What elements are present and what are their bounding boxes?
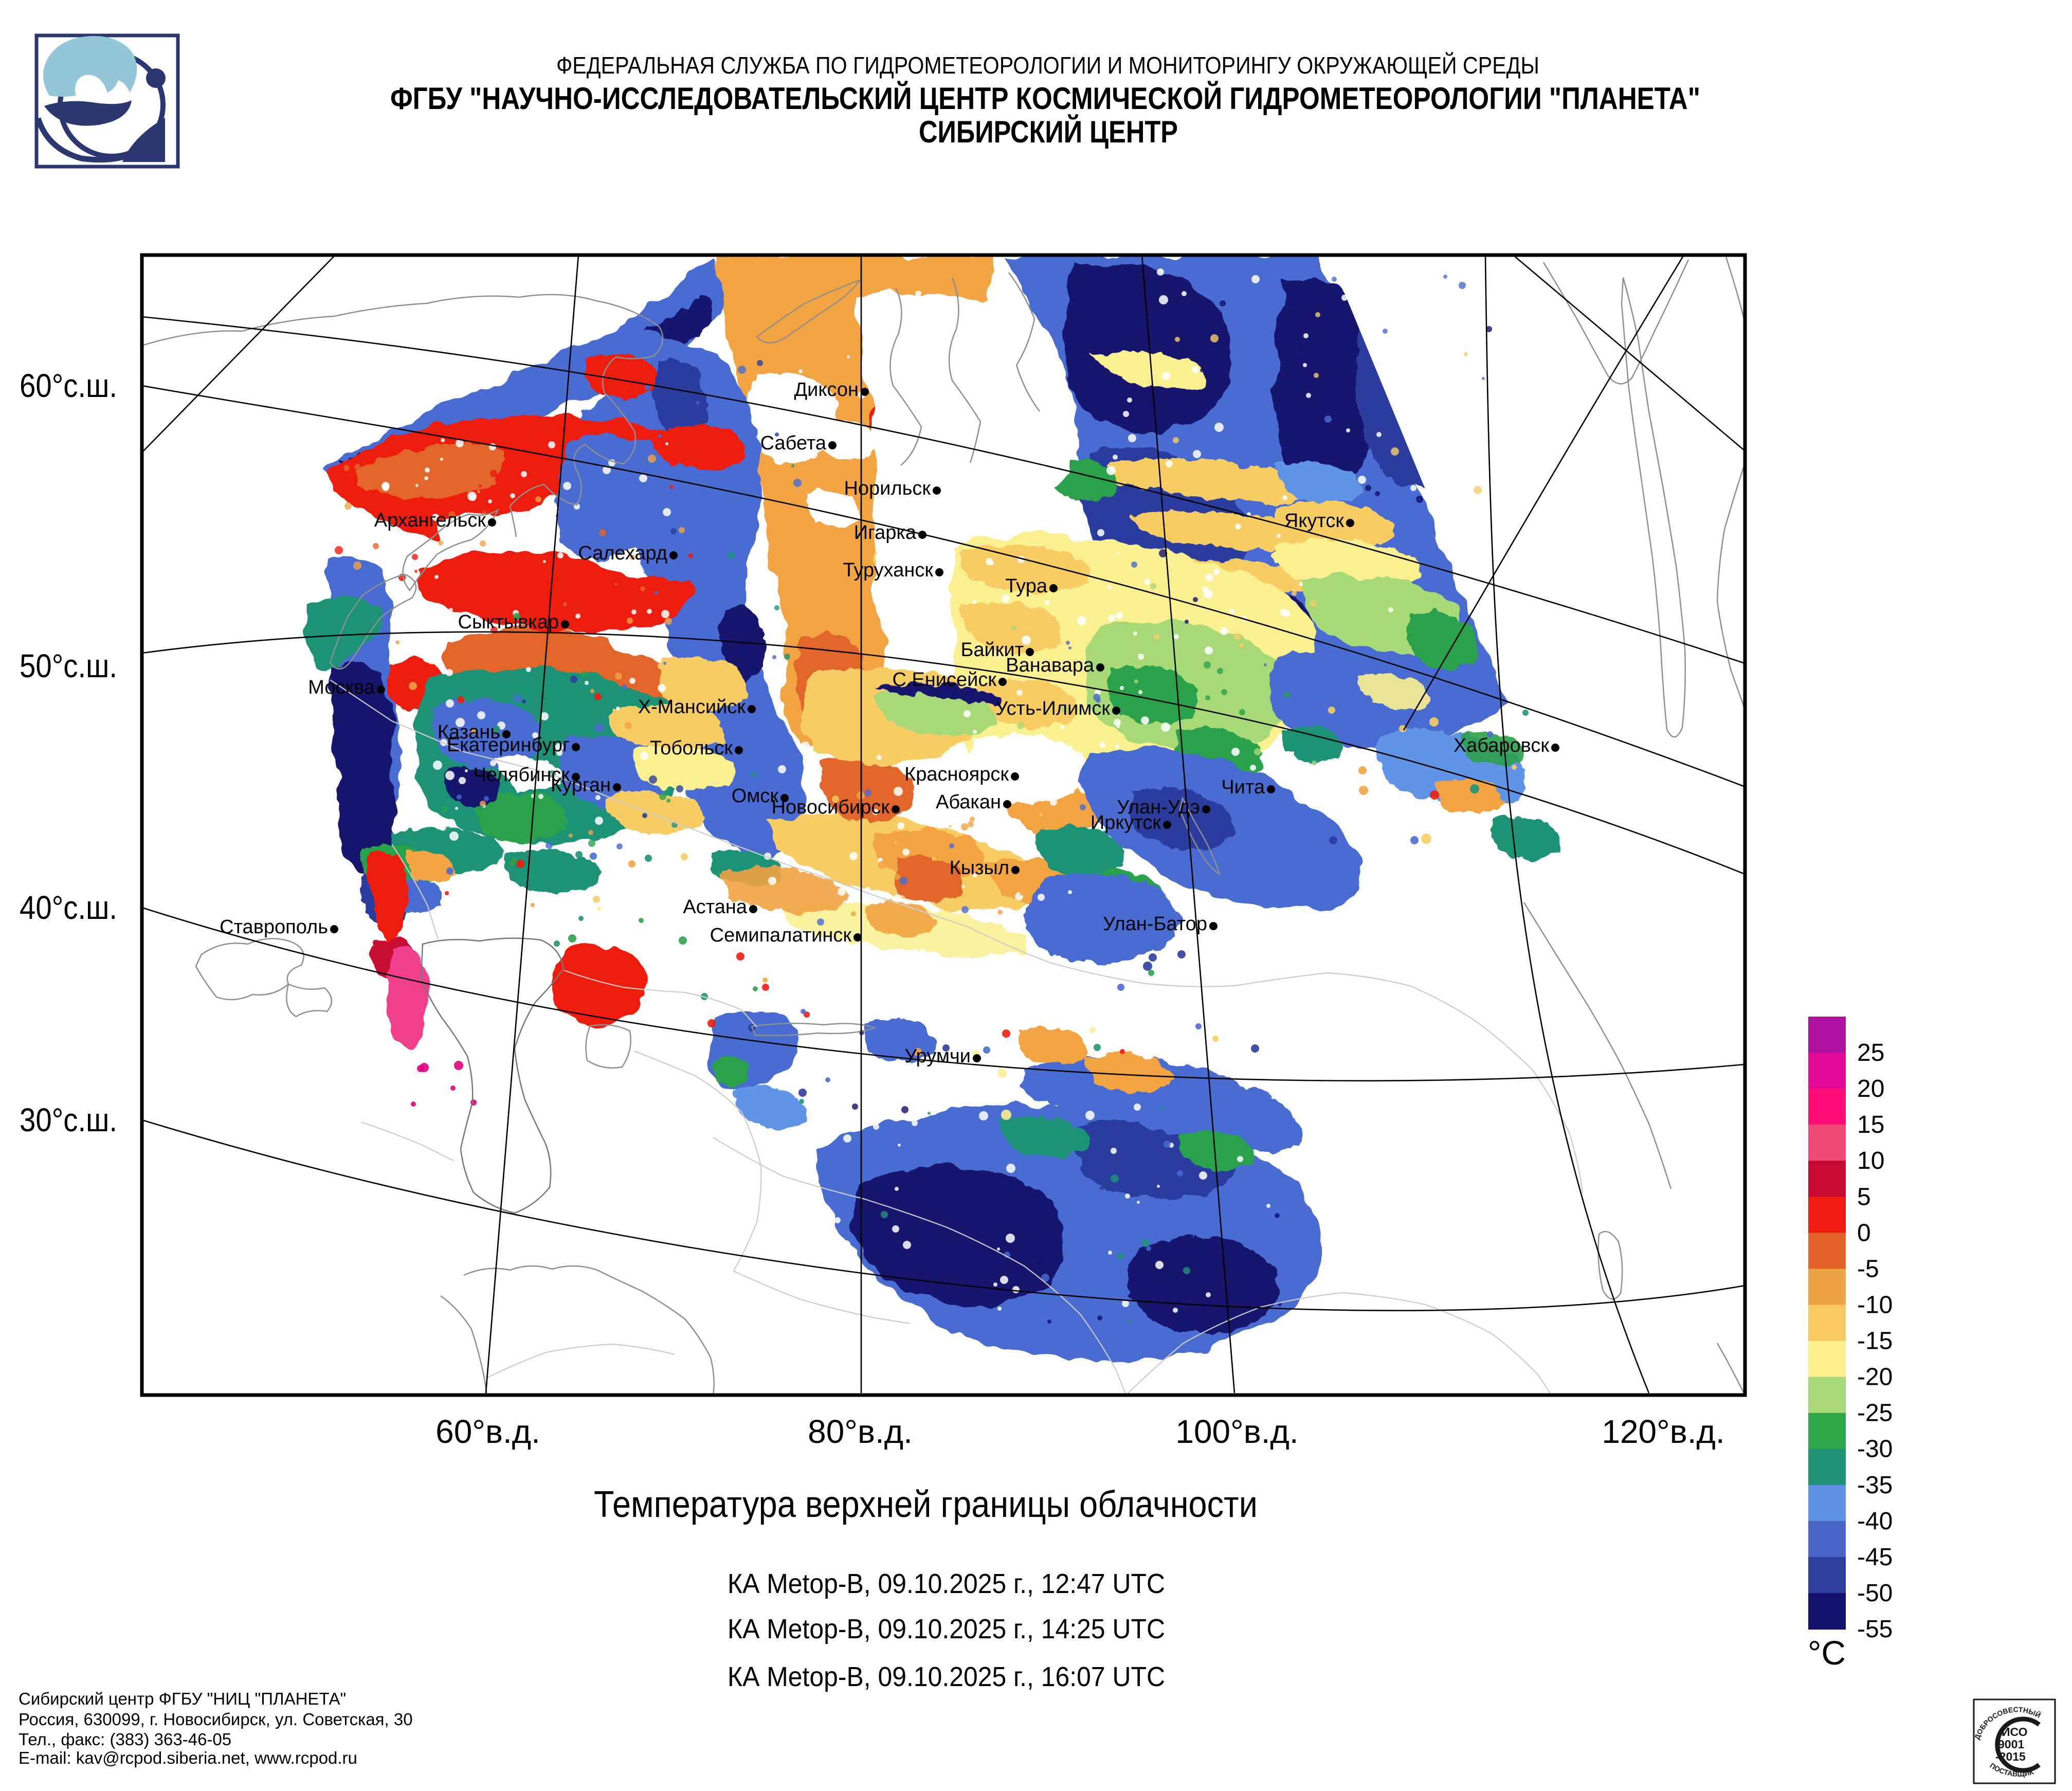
svg-text:-2015: -2015 xyxy=(1995,1750,2026,1763)
svg-text:Россия, 630099, г. Новосибирск: Россия, 630099, г. Новосибирск, ул. Сове… xyxy=(19,1710,413,1729)
svg-text:СИБИРСКИЙ ЦЕНТР: СИБИРСКИЙ ЦЕНТР xyxy=(919,115,1178,149)
svg-text:-35: -35 xyxy=(1857,1472,1893,1499)
svg-text:Урумчи: Урумчи xyxy=(904,1045,971,1067)
svg-text:ИСО: ИСО xyxy=(2002,1725,2027,1739)
svg-text:-15: -15 xyxy=(1857,1328,1893,1355)
svg-text:Сабета: Сабета xyxy=(760,432,827,454)
svg-text:Хабаровск: Хабаровск xyxy=(1453,735,1550,756)
svg-text:КА Metop-B, 09.10.2025 г., 12:: КА Metop-B, 09.10.2025 г., 12:47 UTC xyxy=(728,1568,1165,1599)
svg-text:Байкит: Байкит xyxy=(960,639,1024,661)
svg-text:Красноярск: Красноярск xyxy=(904,764,1009,785)
svg-text:Усть-Илимск: Усть-Илимск xyxy=(995,698,1110,719)
svg-text:Ставрополь: Ставрополь xyxy=(220,916,328,938)
svg-text:Салехард: Салехард xyxy=(578,542,667,564)
svg-text:Х-Мансийск: Х-Мансийск xyxy=(638,696,746,718)
svg-text:Диксон: Диксон xyxy=(794,379,859,401)
svg-text:Екатеринбург: Екатеринбург xyxy=(447,734,570,756)
svg-text:Улан-Удэ: Улан-Удэ xyxy=(1117,797,1200,818)
svg-text:-30: -30 xyxy=(1857,1436,1893,1463)
svg-text:Архангельск: Архангельск xyxy=(374,510,486,531)
svg-text:-20: -20 xyxy=(1857,1364,1893,1391)
svg-text:Норильск: Норильск xyxy=(844,478,931,499)
svg-text:0: 0 xyxy=(1857,1219,1871,1246)
svg-text:50°с.ш.: 50°с.ш. xyxy=(20,647,117,684)
svg-text:Тобольск: Тобольск xyxy=(650,737,733,759)
svg-text:100°в.д.: 100°в.д. xyxy=(1175,1413,1298,1450)
svg-text:ФЕДЕРАЛЬНАЯ СЛУЖБА ПО ГИДРОМЕТ: ФЕДЕРАЛЬНАЯ СЛУЖБА ПО ГИДРОМЕТЕОРОЛОГИИ … xyxy=(556,52,1539,79)
svg-text:30°с.ш.: 30°с.ш. xyxy=(20,1101,117,1138)
svg-text:Москва: Москва xyxy=(308,677,375,698)
svg-text:80°в.д.: 80°в.д. xyxy=(808,1413,913,1450)
svg-text:-25: -25 xyxy=(1857,1400,1893,1427)
svg-text:25: 25 xyxy=(1857,1039,1884,1066)
svg-text:Сыктывкар: Сыктывкар xyxy=(458,611,559,633)
svg-text:Ванавара: Ванавара xyxy=(1006,655,1095,676)
svg-text:9001: 9001 xyxy=(1998,1738,2024,1751)
svg-text:15: 15 xyxy=(1857,1111,1884,1138)
svg-text:120°в.д.: 120°в.д. xyxy=(1602,1413,1724,1450)
svg-text:-50: -50 xyxy=(1857,1580,1893,1607)
svg-text:Тел., факс: (383) 363-46-05: Тел., факс: (383) 363-46-05 xyxy=(19,1730,231,1749)
svg-text:-5: -5 xyxy=(1857,1255,1879,1282)
svg-text:Температура верхней границы об: Температура верхней границы облачности xyxy=(594,1484,1258,1525)
svg-text:-40: -40 xyxy=(1857,1508,1893,1535)
svg-text:-45: -45 xyxy=(1857,1544,1893,1571)
svg-text:Семипалатинск: Семипалатинск xyxy=(710,925,852,946)
svg-text:Игарка: Игарка xyxy=(854,522,917,544)
svg-text:Улан-Батор: Улан-Батор xyxy=(1103,913,1207,935)
svg-text:Омск: Омск xyxy=(732,785,779,807)
svg-text:Новосибирск: Новосибирск xyxy=(772,797,890,818)
svg-text:E-mail: kav@rcpod.siberia.net,: E-mail: kav@rcpod.siberia.net, www.rcpod… xyxy=(19,1748,357,1767)
svg-text:С.Енисейск: С.Енисейск xyxy=(892,669,996,691)
svg-text:КА Metop-B, 09.10.2025 г., 14:: КА Metop-B, 09.10.2025 г., 14:25 UTC xyxy=(728,1614,1165,1644)
svg-text:10: 10 xyxy=(1857,1147,1884,1174)
svg-text:20: 20 xyxy=(1857,1075,1884,1102)
svg-text:Курган: Курган xyxy=(551,774,611,796)
svg-text:-10: -10 xyxy=(1857,1292,1893,1319)
svg-text:Кызыл: Кызыл xyxy=(950,857,1009,879)
svg-text:Туруханск: Туруханск xyxy=(843,559,933,581)
svg-text:60°с.ш.: 60°с.ш. xyxy=(20,367,117,404)
svg-text:Иркутск: Иркутск xyxy=(1090,812,1161,834)
svg-text:60°в.д.: 60°в.д. xyxy=(435,1413,540,1450)
svg-text:Тура: Тура xyxy=(1005,575,1048,597)
svg-text:Сибирский центр ФГБУ "НИЦ "ПЛА: Сибирский центр ФГБУ "НИЦ "ПЛАНЕТА" xyxy=(19,1689,346,1708)
svg-text:Чита: Чита xyxy=(1221,776,1265,798)
svg-text:°C: °C xyxy=(1808,1634,1846,1672)
svg-text:-55: -55 xyxy=(1857,1616,1893,1643)
svg-text:5: 5 xyxy=(1857,1183,1871,1210)
svg-text:Казань: Казань xyxy=(438,721,500,743)
svg-text:Челябинск: Челябинск xyxy=(473,764,570,786)
svg-text:Абакан: Абакан xyxy=(936,791,1001,813)
svg-text:40°с.ш.: 40°с.ш. xyxy=(20,889,117,926)
svg-text:Астана: Астана xyxy=(683,896,747,918)
svg-text:Якутск: Якутск xyxy=(1284,510,1344,532)
svg-text:ФГБУ "НАУЧНО-ИССЛЕДОВАТЕЛЬСКИЙ: ФГБУ "НАУЧНО-ИССЛЕДОВАТЕЛЬСКИЙ ЦЕНТР КОС… xyxy=(390,81,1700,116)
svg-text:КА Metop-B, 09.10.2025 г., 16:: КА Metop-B, 09.10.2025 г., 16:07 UTC xyxy=(728,1661,1165,1692)
